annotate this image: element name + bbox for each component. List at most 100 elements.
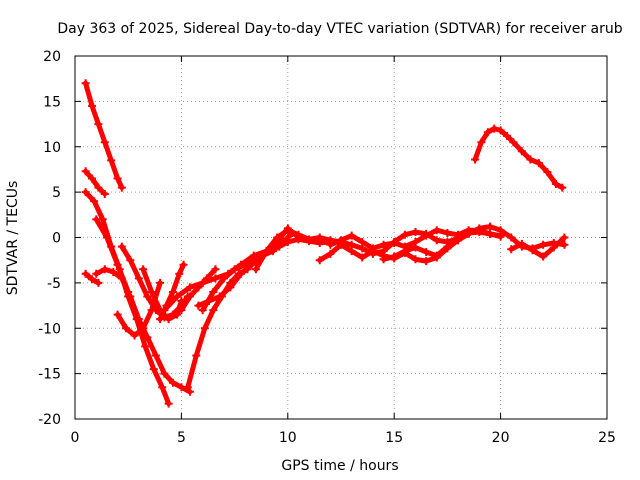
data-point bbox=[92, 269, 101, 278]
data-point bbox=[177, 306, 186, 315]
series-arc-20 bbox=[507, 233, 569, 261]
y-tick-label: -15 bbox=[38, 367, 61, 383]
data-point bbox=[226, 283, 235, 292]
data-point bbox=[113, 310, 122, 319]
data-point bbox=[485, 222, 494, 231]
data-point bbox=[432, 236, 441, 245]
data-point bbox=[422, 248, 431, 257]
y-tick-label: -5 bbox=[47, 276, 61, 292]
data-point bbox=[113, 260, 122, 269]
data-point bbox=[507, 233, 516, 242]
data-point bbox=[432, 251, 441, 260]
data-point bbox=[200, 324, 209, 333]
data-point bbox=[164, 399, 173, 408]
data-series bbox=[81, 79, 569, 408]
data-point bbox=[130, 331, 139, 340]
data-point bbox=[326, 240, 335, 249]
y-tick-label: -20 bbox=[38, 412, 61, 428]
data-point bbox=[543, 168, 552, 177]
data-point bbox=[102, 233, 111, 242]
data-point bbox=[160, 369, 169, 378]
data-point bbox=[126, 292, 135, 301]
data-point bbox=[139, 265, 148, 274]
data-point bbox=[211, 274, 220, 283]
data-point bbox=[560, 240, 569, 249]
data-point bbox=[483, 128, 492, 137]
data-point bbox=[411, 243, 420, 252]
data-point bbox=[526, 155, 535, 164]
data-point bbox=[551, 179, 560, 188]
y-tick-label: 15 bbox=[43, 94, 61, 110]
data-point bbox=[117, 183, 126, 192]
data-point bbox=[158, 383, 167, 392]
data-point bbox=[143, 292, 152, 301]
data-point bbox=[88, 275, 97, 284]
data-point bbox=[175, 269, 184, 278]
data-point bbox=[347, 247, 356, 256]
data-point bbox=[177, 297, 186, 306]
y-tick-label: 0 bbox=[52, 231, 61, 247]
data-point bbox=[90, 197, 99, 206]
data-point bbox=[411, 228, 420, 237]
data-point bbox=[539, 252, 548, 261]
data-point bbox=[517, 147, 526, 156]
x-tick-label: 5 bbox=[177, 430, 186, 446]
series-arc-1 bbox=[81, 79, 126, 192]
data-point bbox=[326, 249, 335, 258]
data-point bbox=[485, 229, 494, 238]
x-tick-label: 10 bbox=[279, 430, 297, 446]
data-point bbox=[464, 229, 473, 238]
data-point bbox=[400, 247, 409, 256]
data-point bbox=[81, 167, 90, 176]
data-point bbox=[94, 278, 103, 287]
data-point bbox=[173, 292, 182, 301]
data-point bbox=[475, 224, 484, 233]
data-point bbox=[124, 287, 133, 296]
data-point bbox=[198, 278, 207, 287]
data-point bbox=[496, 126, 505, 135]
data-point bbox=[496, 226, 505, 235]
data-point bbox=[100, 138, 109, 147]
data-point bbox=[262, 247, 271, 256]
data-point bbox=[230, 265, 239, 274]
data-point bbox=[94, 120, 103, 129]
data-point bbox=[122, 324, 131, 333]
data-point bbox=[117, 242, 126, 251]
data-point bbox=[81, 269, 90, 278]
data-point bbox=[139, 324, 148, 333]
y-tick-label: 20 bbox=[43, 49, 61, 65]
data-point bbox=[134, 274, 143, 283]
series-arc-21 bbox=[471, 124, 567, 192]
data-point bbox=[236, 269, 245, 278]
data-point bbox=[198, 306, 207, 315]
series-arc-8 bbox=[113, 278, 165, 340]
data-point bbox=[183, 383, 192, 392]
data-point bbox=[294, 230, 303, 239]
data-point bbox=[443, 242, 452, 251]
data-point bbox=[509, 138, 518, 147]
data-point bbox=[88, 174, 97, 183]
data-point bbox=[507, 245, 516, 254]
axis-ticks: 0 5 10 15 20 25 -20 -15 -10 -5 0 5 10 15 20 bbox=[38, 49, 616, 446]
y-axis-label: SDTVAR / TECUs bbox=[5, 181, 21, 296]
data-point bbox=[81, 188, 90, 197]
series-line bbox=[83, 168, 108, 197]
y-tick-label: -10 bbox=[38, 321, 61, 337]
data-point bbox=[368, 244, 377, 253]
data-point bbox=[422, 231, 431, 240]
series-line bbox=[93, 216, 131, 295]
x-tick-label: 25 bbox=[598, 430, 616, 446]
data-point bbox=[126, 256, 135, 265]
data-point bbox=[528, 246, 537, 255]
data-point bbox=[215, 292, 224, 301]
x-tick-label: 0 bbox=[71, 430, 80, 446]
data-point bbox=[315, 256, 324, 265]
series-arc-6 bbox=[92, 215, 133, 296]
data-point bbox=[471, 155, 480, 164]
data-point bbox=[185, 387, 194, 396]
data-point bbox=[502, 131, 511, 140]
data-point bbox=[94, 183, 103, 192]
data-point bbox=[179, 260, 188, 269]
data-point bbox=[160, 306, 169, 315]
data-point bbox=[273, 233, 282, 242]
